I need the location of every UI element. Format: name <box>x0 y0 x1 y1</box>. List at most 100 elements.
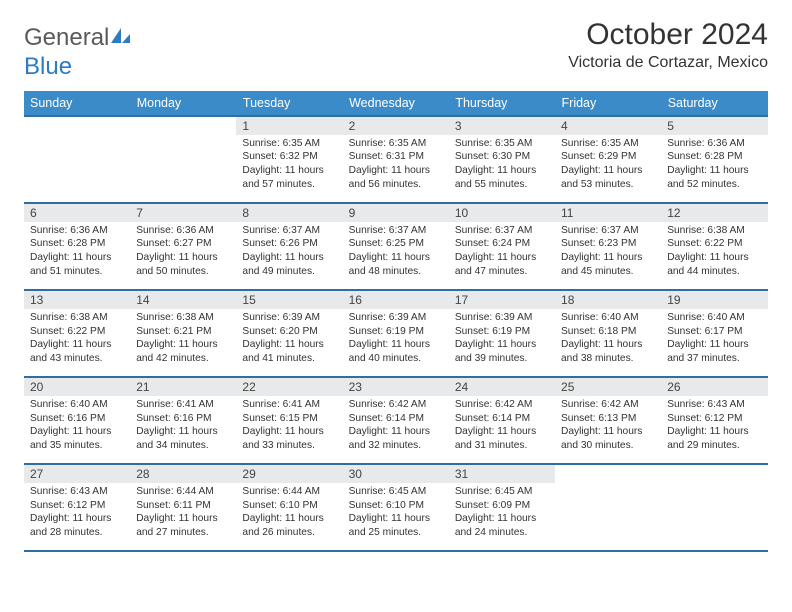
sunrise-line: Sunrise: 6:43 AM <box>667 398 761 412</box>
sunset-line: Sunset: 6:26 PM <box>242 237 336 251</box>
day-number: 9 <box>343 203 449 222</box>
sunset-line: Sunset: 6:21 PM <box>136 325 230 339</box>
sunrise-line: Sunrise: 6:45 AM <box>349 485 443 499</box>
day-details: Sunrise: 6:35 AMSunset: 6:29 PMDaylight:… <box>555 135 661 203</box>
daylight-line: Daylight: 11 hours and 57 minutes. <box>242 164 336 192</box>
day-number: 29 <box>236 464 342 483</box>
sunrise-line: Sunrise: 6:36 AM <box>30 224 124 238</box>
day-data-row: Sunrise: 6:40 AMSunset: 6:16 PMDaylight:… <box>24 396 768 464</box>
sunset-line: Sunset: 6:22 PM <box>30 325 124 339</box>
location: Victoria de Cortazar, Mexico <box>568 54 768 72</box>
sunrise-line: Sunrise: 6:40 AM <box>561 311 655 325</box>
day-data-row: Sunrise: 6:36 AMSunset: 6:28 PMDaylight:… <box>24 222 768 290</box>
day-number: 22 <box>236 377 342 396</box>
day-details: Sunrise: 6:41 AMSunset: 6:15 PMDaylight:… <box>236 396 342 464</box>
day-number: 15 <box>236 290 342 309</box>
sunset-line: Sunset: 6:11 PM <box>136 499 230 513</box>
sunset-line: Sunset: 6:23 PM <box>561 237 655 251</box>
day-details: Sunrise: 6:35 AMSunset: 6:30 PMDaylight:… <box>449 135 555 203</box>
sunrise-line: Sunrise: 6:42 AM <box>349 398 443 412</box>
day-details: Sunrise: 6:45 AMSunset: 6:10 PMDaylight:… <box>343 483 449 551</box>
day-number: 26 <box>661 377 767 396</box>
day-details: Sunrise: 6:39 AMSunset: 6:19 PMDaylight:… <box>449 309 555 377</box>
weekday-header: Friday <box>555 91 661 116</box>
sunset-line: Sunset: 6:16 PM <box>30 412 124 426</box>
day-number: 1 <box>236 116 342 135</box>
empty-cell <box>661 464 767 483</box>
daylight-line: Daylight: 11 hours and 44 minutes. <box>667 251 761 279</box>
empty-cell <box>555 464 661 483</box>
sunset-line: Sunset: 6:27 PM <box>136 237 230 251</box>
daylight-line: Daylight: 11 hours and 37 minutes. <box>667 338 761 366</box>
day-number: 31 <box>449 464 555 483</box>
weekday-header: Wednesday <box>343 91 449 116</box>
daylight-line: Daylight: 11 hours and 55 minutes. <box>455 164 549 192</box>
day-details: Sunrise: 6:39 AMSunset: 6:20 PMDaylight:… <box>236 309 342 377</box>
day-number-row: 2728293031 <box>24 464 768 483</box>
day-number: 27 <box>24 464 130 483</box>
weekday-header: Thursday <box>449 91 555 116</box>
day-details: Sunrise: 6:38 AMSunset: 6:21 PMDaylight:… <box>130 309 236 377</box>
day-details: Sunrise: 6:40 AMSunset: 6:17 PMDaylight:… <box>661 309 767 377</box>
sunset-line: Sunset: 6:09 PM <box>455 499 549 513</box>
day-number: 21 <box>130 377 236 396</box>
day-details: Sunrise: 6:37 AMSunset: 6:26 PMDaylight:… <box>236 222 342 290</box>
day-number: 18 <box>555 290 661 309</box>
daylight-line: Daylight: 11 hours and 33 minutes. <box>242 425 336 453</box>
day-data-row: Sunrise: 6:38 AMSunset: 6:22 PMDaylight:… <box>24 309 768 377</box>
sunset-line: Sunset: 6:24 PM <box>455 237 549 251</box>
day-number: 13 <box>24 290 130 309</box>
day-number: 30 <box>343 464 449 483</box>
sunset-line: Sunset: 6:19 PM <box>455 325 549 339</box>
sunset-line: Sunset: 6:31 PM <box>349 150 443 164</box>
day-number: 7 <box>130 203 236 222</box>
day-details: Sunrise: 6:37 AMSunset: 6:23 PMDaylight:… <box>555 222 661 290</box>
daylight-line: Daylight: 11 hours and 40 minutes. <box>349 338 443 366</box>
sunset-line: Sunset: 6:13 PM <box>561 412 655 426</box>
day-details: Sunrise: 6:37 AMSunset: 6:24 PMDaylight:… <box>449 222 555 290</box>
sunrise-line: Sunrise: 6:37 AM <box>455 224 549 238</box>
day-number-row: 13141516171819 <box>24 290 768 309</box>
brand-name: General Blue <box>24 24 131 81</box>
day-number: 2 <box>343 116 449 135</box>
sunrise-line: Sunrise: 6:42 AM <box>561 398 655 412</box>
day-number: 24 <box>449 377 555 396</box>
empty-cell <box>555 483 661 551</box>
day-number: 3 <box>449 116 555 135</box>
sunset-line: Sunset: 6:22 PM <box>667 237 761 251</box>
day-number: 25 <box>555 377 661 396</box>
day-data-row: Sunrise: 6:43 AMSunset: 6:12 PM Daylight:… <box>24 483 768 551</box>
day-details: Sunrise: 6:41 AMSunset: 6:16 PMDaylight:… <box>130 396 236 464</box>
weekday-header: Tuesday <box>236 91 342 116</box>
daylight-line: Daylight: 11 hours and 26 minutes. <box>242 512 336 540</box>
sunrise-line: Sunrise: 6:36 AM <box>136 224 230 238</box>
daylight-line: Daylight: 11 hours and 27 minutes. <box>136 512 230 540</box>
sunset-line: Sunset: 6:15 PM <box>242 412 336 426</box>
day-number: 4 <box>555 116 661 135</box>
sunrise-line: Sunrise: 6:44 AM <box>242 485 336 499</box>
day-details: Sunrise: 6:43 AMSunset: 6:12 PMDaylight:… <box>24 483 130 551</box>
empty-cell <box>24 135 130 203</box>
daylight-line: Daylight: 11 hours and 49 minutes. <box>242 251 336 279</box>
sunrise-line: Sunrise: 6:45 AM <box>455 485 549 499</box>
day-number: 10 <box>449 203 555 222</box>
sunrise-line: Sunrise: 6:41 AM <box>136 398 230 412</box>
daylight-line: Daylight: 11 hours and 48 minutes. <box>349 251 443 279</box>
daylight-line: Daylight: 11 hours and 24 minutes. <box>455 512 549 540</box>
day-details: Sunrise: 6:42 AMSunset: 6:14 PMDaylight:… <box>343 396 449 464</box>
day-data-row: Sunrise: 6:35 AMSunset: 6:32 PMDaylight:… <box>24 135 768 203</box>
sunrise-line: Sunrise: 6:37 AM <box>242 224 336 238</box>
empty-cell <box>661 483 767 551</box>
day-details: Sunrise: 6:40 AMSunset: 6:18 PMDaylight:… <box>555 309 661 377</box>
daylight-line: Daylight: 11 hours and 43 minutes. <box>30 338 124 366</box>
sunset-line: Sunset: 6:12 PM <box>30 499 124 513</box>
day-details: Sunrise: 6:38 AMSunset: 6:22 PMDaylight:… <box>24 309 130 377</box>
day-details: Sunrise: 6:36 AMSunset: 6:28 PMDaylight:… <box>661 135 767 203</box>
sunrise-line: Sunrise: 6:43 AM <box>30 485 124 499</box>
day-number: 28 <box>130 464 236 483</box>
day-details: Sunrise: 6:42 AMSunset: 6:14 PMDaylight:… <box>449 396 555 464</box>
sunset-line: Sunset: 6:20 PM <box>242 325 336 339</box>
day-details: Sunrise: 6:45 AMSunset: 6:09 PMDaylight:… <box>449 483 555 551</box>
sunrise-line: Sunrise: 6:35 AM <box>242 137 336 151</box>
day-details: Sunrise: 6:43 AMSunset: 6:12 PMDaylight:… <box>661 396 767 464</box>
